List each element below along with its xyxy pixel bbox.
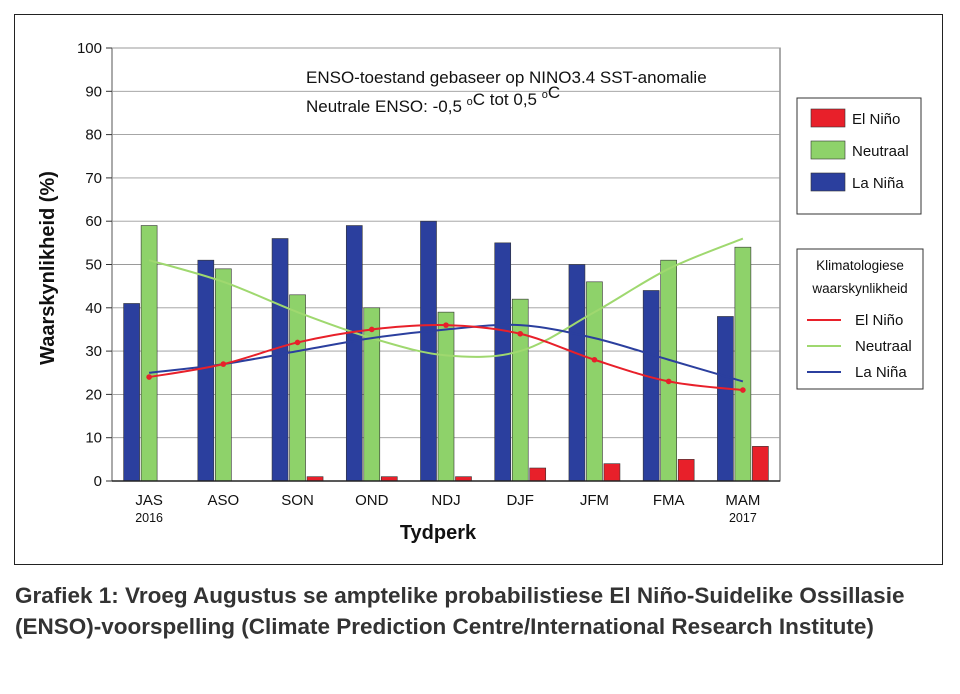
legend-line-label: La Niña — [855, 364, 907, 381]
y-tick-label: 70 — [85, 170, 102, 187]
bar-el-niño — [603, 463, 621, 482]
y-tick-label: 50 — [85, 257, 102, 274]
y-tick-label: 0 — [94, 473, 102, 490]
chart: 0 10 20 30 40 50 60 70 80 90 100 JAS 2016 ASO SON OND ND… — [37, 40, 924, 544]
legend-line-label: Neutraal — [855, 338, 912, 355]
x-tick-label: DJF — [506, 492, 534, 509]
bar-el-niño — [529, 467, 547, 482]
bar-la-niña — [717, 316, 734, 482]
bar-neutraal — [215, 268, 232, 482]
climatology-point-el-nino — [591, 356, 598, 363]
bar-la-niña — [123, 303, 140, 482]
bar-neutraal — [437, 311, 455, 482]
degree-mark: o — [467, 96, 473, 108]
bar-la-niña — [494, 242, 512, 482]
legend-lines-title-1: Klimatologiese — [816, 258, 904, 273]
x-tick-label: FMA — [653, 492, 685, 509]
y-tick-label: 90 — [85, 83, 102, 100]
bar-el-niño — [677, 459, 695, 482]
bar-el-niño — [752, 446, 769, 482]
y-tick-label: 80 — [85, 127, 102, 144]
bar-la-niña — [197, 259, 215, 482]
legend-bar-label: Neutraal — [852, 143, 909, 160]
annotation-part: C — [548, 83, 560, 102]
legend-layer: El Niño Neutraal La Niña Klimatologiese waar… — [796, 97, 924, 390]
bar-la-niña — [642, 290, 660, 482]
legend-bar-label: El Niño — [852, 111, 900, 128]
x-tick-label: OND — [355, 492, 389, 509]
y-tick-label: 10 — [85, 430, 102, 447]
climatology-point-el-nino — [443, 322, 449, 328]
bar-neutraal — [289, 294, 306, 482]
legend-bar-label: La Niña — [852, 175, 904, 192]
x-tick-label: JAS — [135, 492, 163, 509]
climatology-point-el-nino — [220, 361, 227, 367]
degree-mark: o — [542, 89, 548, 101]
annotation-part: Neutrale ENSO: -0,5 — [306, 97, 467, 116]
climatology-line-neutraal — [148, 237, 744, 358]
bar-neutraal — [660, 259, 677, 482]
y-tick-label: 40 — [85, 300, 102, 317]
bar-la-niña — [568, 264, 586, 482]
axes-layer: 0 10 20 30 40 50 60 70 80 90 100 JAS 2016 ASO SON OND ND… — [77, 40, 780, 525]
bars-layer — [123, 220, 769, 482]
x-tick-label: SON — [281, 492, 314, 509]
annotation-part: C tot 0,5 — [473, 90, 542, 109]
y-axis-label: Waarskynlikheid (%) — [37, 171, 59, 365]
legend-bar-swatch — [810, 172, 846, 192]
legend-line-label: El Niño — [855, 312, 903, 329]
climatology-point-el-nino — [368, 326, 375, 333]
climatology-point-el-nino — [517, 330, 524, 337]
legend-bar-swatch — [810, 140, 846, 160]
climatology-point-el-nino — [740, 387, 746, 393]
bar-neutraal — [734, 246, 752, 482]
annotation-line-1: ENSO-toestand gebaseer op NINO3.4 SST-an… — [306, 68, 707, 87]
legend-bar-swatch — [810, 108, 846, 128]
climatology-point-el-nino — [294, 339, 301, 346]
bar-la-niña — [345, 225, 363, 482]
y-tick-label: 100 — [77, 40, 102, 57]
legend-lines-title-2: waarskynlikheid — [811, 281, 907, 296]
x-tick-label: MAM — [725, 492, 760, 509]
x-tick-sublabel: 2017 — [729, 511, 757, 525]
annotation-line-2: Neutrale ENSO: -0,5 oC tot 0,5 oC — [306, 83, 560, 116]
climatology-line-la-niña — [148, 323, 744, 383]
x-tick-label: NDJ — [431, 492, 460, 509]
x-tick-label: ASO — [207, 492, 239, 509]
bar-neutraal — [363, 307, 381, 482]
y-tick-label: 30 — [85, 343, 102, 360]
climatology-point-el-nino — [665, 378, 672, 385]
y-tick-label: 60 — [85, 213, 102, 230]
bar-la-niña — [271, 238, 289, 482]
climatology-lines-layer — [146, 237, 746, 393]
bar-neutraal — [140, 225, 158, 482]
x-tick-label: JFM — [580, 492, 609, 509]
figure-caption: Grafiek 1: Vroeg Augustus se amptelike p… — [15, 583, 905, 639]
climatology-point-el-nino — [146, 374, 152, 380]
y-tick-label: 20 — [85, 386, 102, 403]
x-axis-label: Tydperk — [400, 522, 477, 544]
x-tick-sublabel: 2016 — [135, 511, 163, 525]
